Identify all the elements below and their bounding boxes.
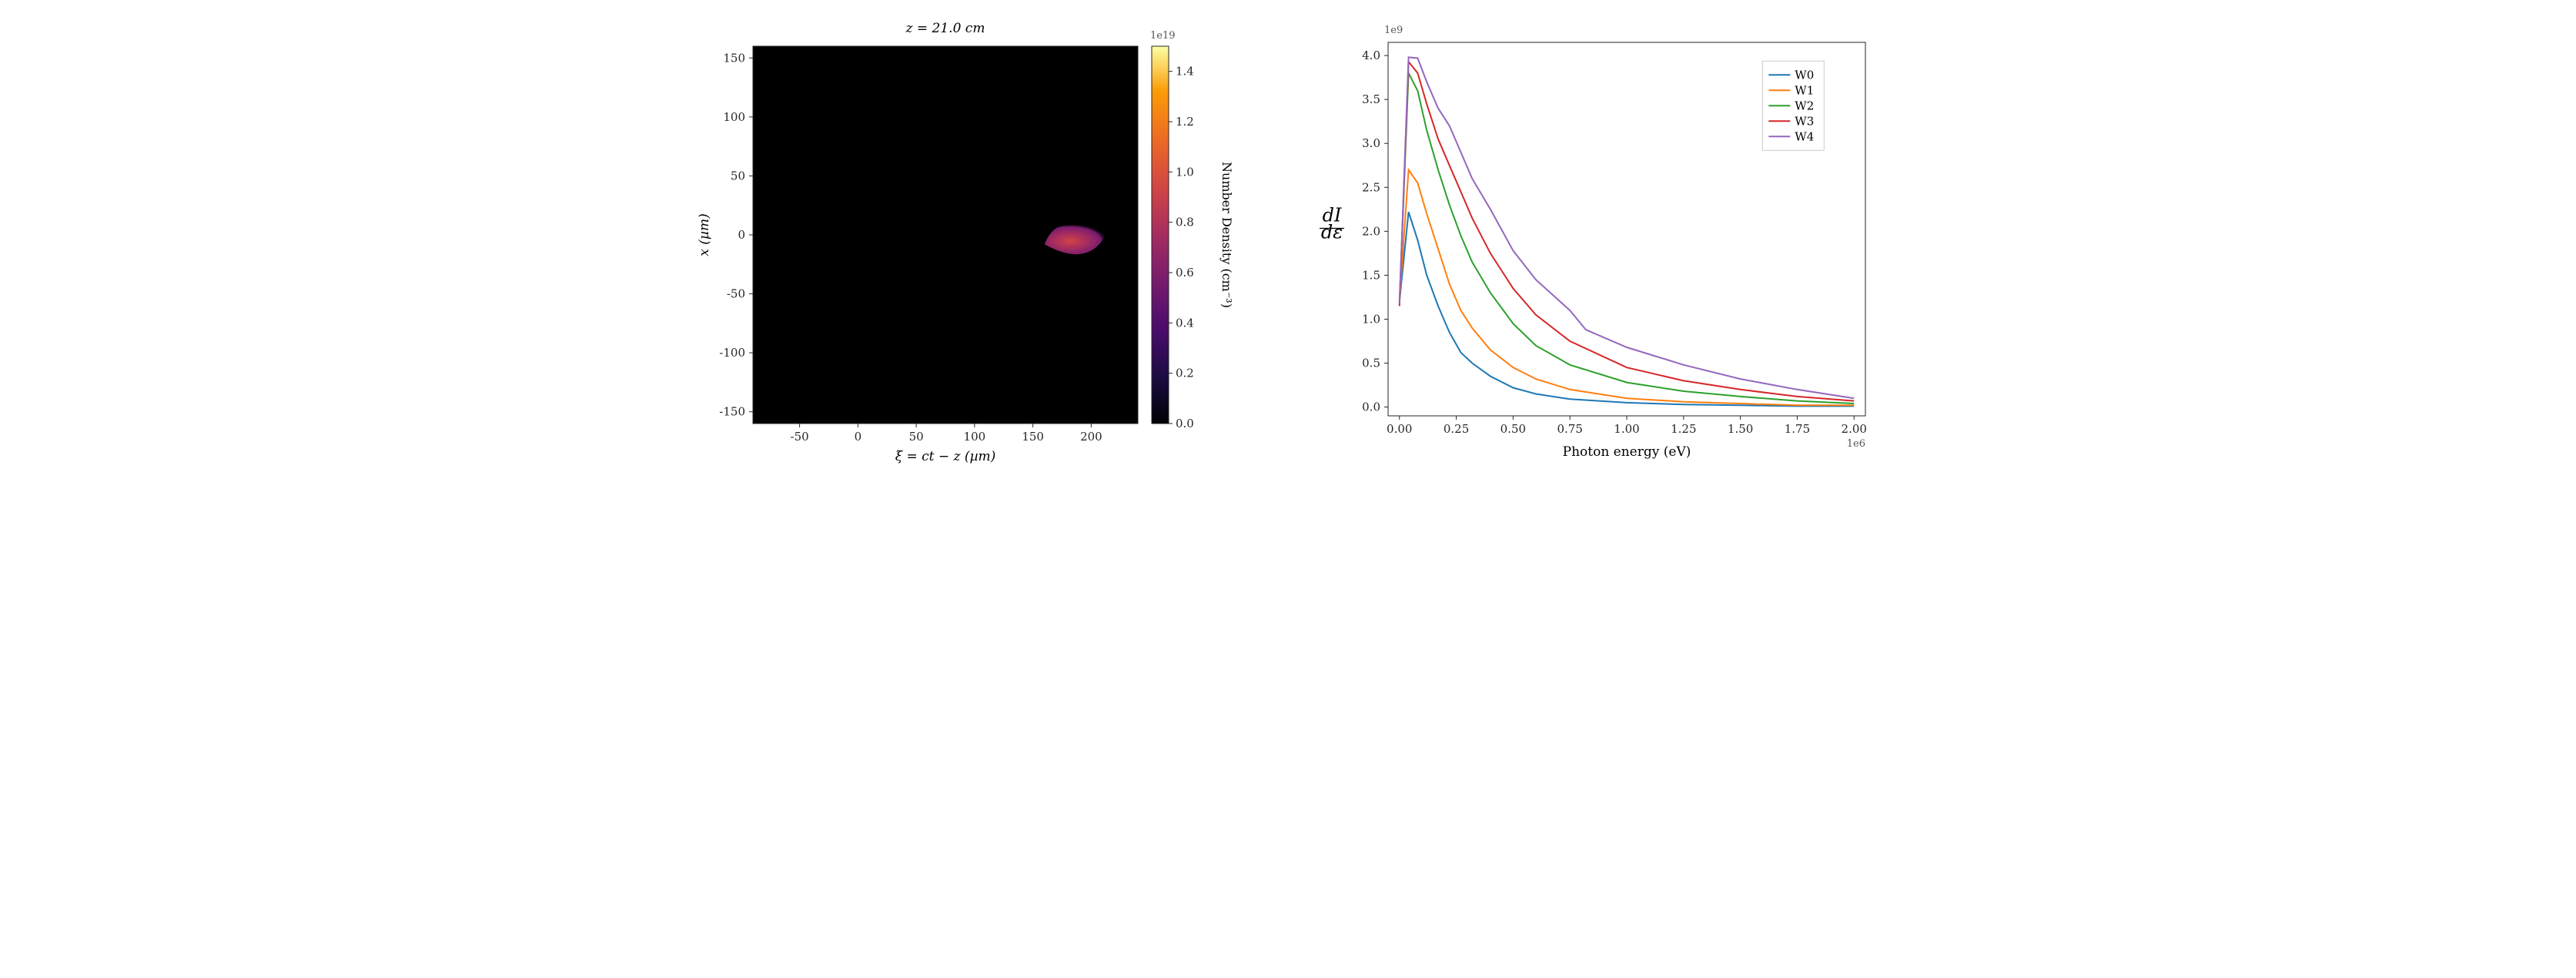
series-W1 bbox=[1400, 170, 1854, 406]
y-tick-label: 2.5 bbox=[1362, 180, 1380, 194]
x-axis-label: Photon energy (eV) bbox=[1563, 444, 1691, 460]
y-tick-label: 3.0 bbox=[1362, 136, 1380, 150]
cbar-tick-label: 0.6 bbox=[1176, 266, 1194, 280]
y-tick-label: -100 bbox=[719, 346, 745, 360]
y-exponent: 1e9 bbox=[1384, 25, 1403, 36]
cbar-tick-label: 0.4 bbox=[1176, 316, 1194, 330]
y-tick-label: 1.5 bbox=[1362, 268, 1380, 282]
y-tick-label: 50 bbox=[731, 169, 745, 183]
x-tick-label: 150 bbox=[1022, 430, 1044, 444]
x-tick-label: 1.75 bbox=[1785, 422, 1810, 436]
legend-label: W1 bbox=[1795, 83, 1814, 97]
series-W0 bbox=[1400, 212, 1854, 406]
cbar-tick-label: 0.0 bbox=[1176, 417, 1194, 430]
x-exponent: 1e6 bbox=[1847, 438, 1865, 450]
x-tick-label: 0.00 bbox=[1387, 422, 1412, 436]
spectrum-line-chart-svg: 0.00 0.25 0.50 0.75 1.00 1.25 1.50 1.75 2.00 0.0 0… bbox=[1307, 15, 1885, 470]
cbar-tick-label: 1.4 bbox=[1176, 65, 1194, 79]
x-axis-label: ξ = ct − z (µm) bbox=[895, 449, 996, 464]
colorbar-label: Number Density (cm⁻³) bbox=[1219, 162, 1234, 308]
legend-label: W4 bbox=[1795, 129, 1814, 143]
cbar-tick-label: 0.8 bbox=[1176, 216, 1194, 229]
y-axis-label: dIdε bbox=[1321, 205, 1343, 243]
x-tick-label: -50 bbox=[791, 430, 809, 444]
legend-label: W2 bbox=[1795, 99, 1814, 112]
y-axis-label: x (µm) bbox=[697, 213, 712, 256]
cbar-tick-label: 0.2 bbox=[1176, 367, 1194, 380]
cbar-tick-label: 1.2 bbox=[1176, 115, 1194, 129]
y-tick-label: 100 bbox=[723, 110, 745, 124]
x-tick-label: 50 bbox=[909, 430, 924, 444]
x-tick-label: 0.75 bbox=[1557, 422, 1582, 436]
x-tick-label: 1.00 bbox=[1614, 422, 1639, 436]
y-tick-label: 4.0 bbox=[1362, 49, 1380, 62]
y-tick-label: 0 bbox=[738, 228, 745, 242]
density-heatmap-svg: -50 0 50 100 150 200 -150 -100 -50 0 50 100 150 ξ = c… bbox=[691, 15, 1246, 470]
y-tick-label: 0.5 bbox=[1362, 357, 1380, 370]
x-tick-label: 0.25 bbox=[1444, 422, 1469, 436]
x-tick-label: 0.50 bbox=[1500, 422, 1526, 436]
x-tick-label: 100 bbox=[964, 430, 986, 444]
y-tick-label: 3.5 bbox=[1362, 92, 1380, 106]
plot-title: z = 21.0 cm bbox=[905, 21, 985, 36]
legend-label: W0 bbox=[1795, 68, 1814, 82]
cbar-tick-label: 1.0 bbox=[1176, 165, 1194, 179]
y-tick-label: 150 bbox=[723, 51, 745, 65]
colorbar bbox=[1152, 46, 1169, 424]
cbar-exponent: 1e19 bbox=[1150, 30, 1176, 42]
x-tick-label: 0 bbox=[855, 430, 862, 444]
x-tick-label: 2.00 bbox=[1842, 422, 1867, 436]
y-tick-label: 1.0 bbox=[1362, 312, 1380, 326]
x-tick-label: 1.25 bbox=[1671, 422, 1696, 436]
y-tick-label: 0.0 bbox=[1362, 400, 1380, 414]
y-tick-label: -150 bbox=[719, 405, 745, 419]
legend-label: W3 bbox=[1795, 114, 1814, 128]
y-tick-label: -50 bbox=[727, 287, 745, 301]
y-tick-label: 2.0 bbox=[1362, 224, 1380, 238]
x-tick-label: 1.50 bbox=[1728, 422, 1753, 436]
x-tick-label: 200 bbox=[1080, 430, 1102, 444]
density-heatmap-panel: -50 0 50 100 150 200 -150 -100 -50 0 50 100 150 ξ = c… bbox=[691, 15, 1246, 470]
spectrum-line-chart-panel: 0.00 0.25 0.50 0.75 1.00 1.25 1.50 1.75 2.00 0.0 0… bbox=[1307, 15, 1885, 470]
